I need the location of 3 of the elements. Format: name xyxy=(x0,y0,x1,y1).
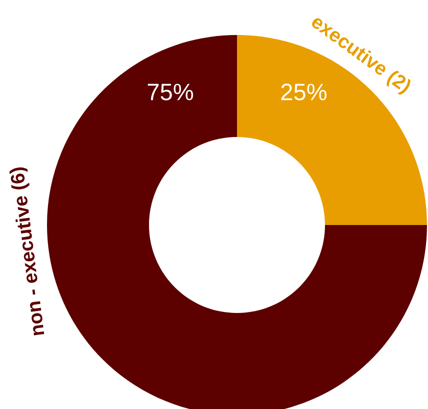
slice-label: non - executive (6) xyxy=(9,166,48,336)
data-label: 25% xyxy=(281,84,327,100)
data-label: 75% xyxy=(148,84,194,100)
